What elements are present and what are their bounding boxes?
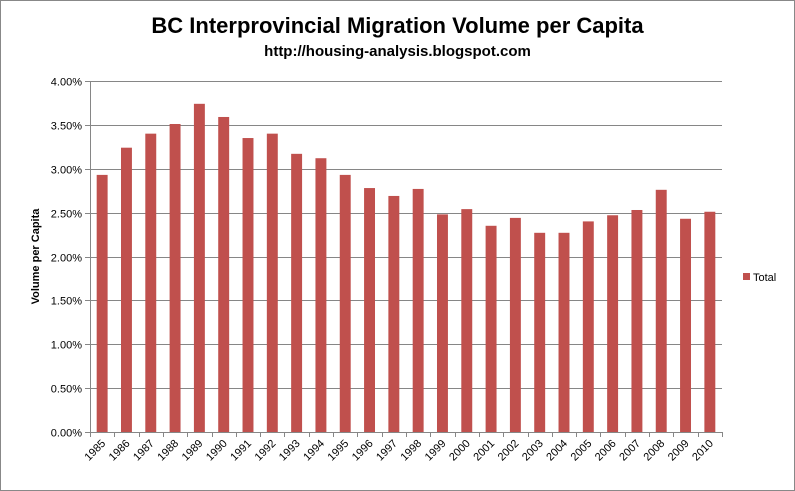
x-tick-label: 1987 bbox=[131, 438, 157, 464]
y-tick-label: 0.00% bbox=[51, 428, 82, 440]
bar-2003 bbox=[534, 232, 546, 432]
x-tick-label: 2002 bbox=[496, 438, 522, 464]
bar-1989 bbox=[193, 103, 205, 432]
bar-1985 bbox=[96, 174, 108, 432]
bar-1992 bbox=[266, 133, 278, 432]
bar-1991 bbox=[242, 138, 254, 432]
x-tick-label: 2003 bbox=[520, 438, 546, 464]
x-tick-label: 1991 bbox=[228, 438, 254, 464]
x-tick-label: 1996 bbox=[350, 438, 376, 464]
legend-label: Total bbox=[753, 272, 776, 284]
bar-2000 bbox=[461, 209, 473, 432]
y-tick-label: 2.50% bbox=[51, 209, 82, 221]
x-tick-label: 2009 bbox=[666, 438, 692, 464]
x-tick-label: 2006 bbox=[593, 438, 619, 464]
x-tick-label: 1992 bbox=[253, 438, 279, 464]
x-tick-label: 1998 bbox=[398, 438, 424, 464]
x-tick-label: 1988 bbox=[155, 438, 181, 464]
bar-1998 bbox=[412, 188, 424, 432]
y-tick-label: 3.50% bbox=[51, 121, 82, 133]
chart-subtitle: http://housing-analysis.blogspot.com bbox=[264, 43, 531, 60]
x-tick-label: 1993 bbox=[277, 438, 303, 464]
y-tick-label: 1.00% bbox=[51, 340, 82, 352]
x-tick-label: 2000 bbox=[447, 438, 473, 464]
y-axis-label: Volume per Capita bbox=[30, 208, 42, 305]
bar-2007 bbox=[631, 209, 643, 432]
x-tick-label: 1994 bbox=[301, 438, 327, 464]
bar-2008 bbox=[655, 189, 667, 432]
x-tick-label: 2010 bbox=[690, 438, 716, 464]
x-tick-label: 1990 bbox=[204, 438, 230, 464]
y-tick-label: 1.50% bbox=[51, 296, 82, 308]
y-tick-label: 4.00% bbox=[51, 77, 82, 89]
x-tick-label: 1989 bbox=[180, 438, 206, 464]
y-tick-label: 2.00% bbox=[51, 253, 82, 265]
x-tick-label: 2004 bbox=[544, 438, 570, 464]
bar-2009 bbox=[680, 218, 692, 432]
x-tick-label: 1986 bbox=[107, 438, 133, 464]
bar-2006 bbox=[607, 215, 619, 432]
x-tick-label: 1999 bbox=[423, 438, 449, 464]
chart-title: BC Interprovincial Migration Volume per … bbox=[151, 13, 644, 38]
x-tick-label: 2008 bbox=[642, 438, 668, 464]
bar-1987 bbox=[145, 133, 157, 432]
y-tick-label: 3.00% bbox=[51, 165, 82, 177]
x-tick-label: 2007 bbox=[617, 438, 643, 464]
bar-1995 bbox=[339, 174, 351, 432]
y-tick-label: 0.50% bbox=[51, 384, 82, 396]
x-tick-label: 1985 bbox=[82, 438, 108, 464]
x-tick-label: 1997 bbox=[374, 438, 400, 464]
bar-2010 bbox=[704, 211, 716, 432]
x-tick-label: 2001 bbox=[471, 438, 497, 464]
bar-1993 bbox=[291, 153, 303, 432]
bar-1999 bbox=[436, 214, 448, 432]
bar-2002 bbox=[509, 217, 521, 432]
legend-swatch bbox=[743, 273, 750, 280]
bar-1996 bbox=[364, 188, 376, 432]
bar-2005 bbox=[582, 221, 594, 432]
bar-2001 bbox=[485, 225, 497, 432]
bar-2004 bbox=[558, 232, 570, 432]
x-tick-label: 2005 bbox=[569, 438, 595, 464]
bar-1997 bbox=[388, 195, 400, 432]
bar-1994 bbox=[315, 158, 327, 432]
bar-1990 bbox=[218, 116, 230, 432]
bar-1988 bbox=[169, 123, 181, 432]
bar-1986 bbox=[120, 147, 132, 432]
x-tick-label: 1995 bbox=[326, 438, 352, 464]
